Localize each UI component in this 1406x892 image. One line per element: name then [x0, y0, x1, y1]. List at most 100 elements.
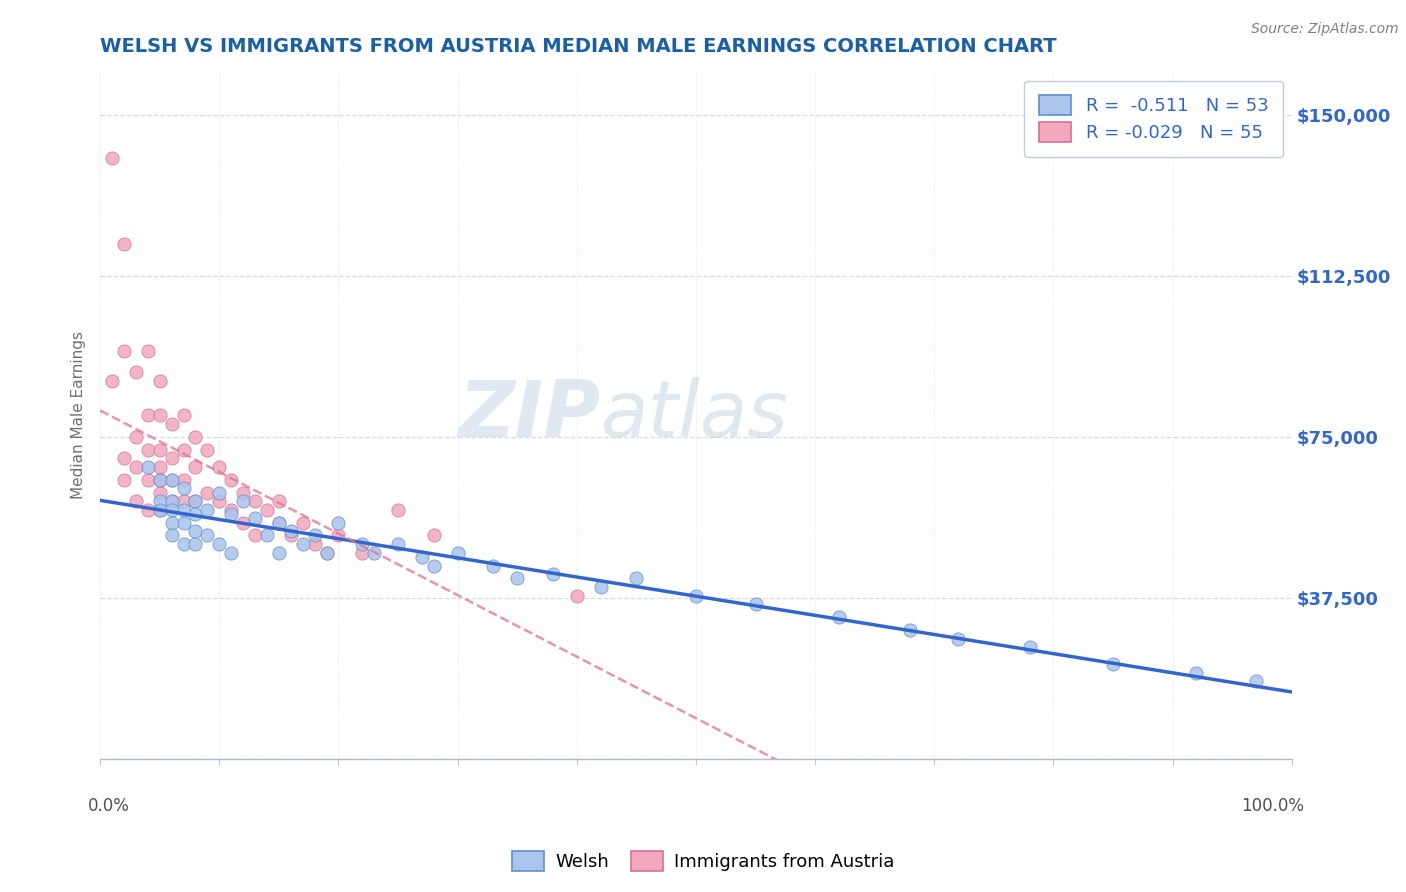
Point — [423, 558, 446, 573]
Point — [149, 442, 172, 457]
Point — [304, 537, 326, 551]
Point — [173, 409, 195, 423]
Point — [173, 502, 195, 516]
Point — [101, 151, 124, 165]
Text: Source: ZipAtlas.com: Source: ZipAtlas.com — [1251, 22, 1399, 37]
Point — [411, 549, 433, 564]
Legend: Welsh, Immigrants from Austria: Welsh, Immigrants from Austria — [505, 844, 901, 879]
Text: ZIP: ZIP — [458, 377, 600, 453]
Point — [1244, 674, 1267, 689]
Point — [900, 623, 922, 637]
Point — [208, 485, 231, 500]
Point — [208, 537, 231, 551]
Point — [352, 546, 374, 560]
Y-axis label: Median Male Earnings: Median Male Earnings — [72, 331, 86, 500]
Point — [149, 502, 172, 516]
Point — [149, 374, 172, 388]
Point — [280, 528, 302, 542]
Point — [328, 516, 350, 530]
Point — [267, 516, 290, 530]
Point — [136, 442, 159, 457]
Point — [112, 451, 135, 466]
Point — [565, 589, 588, 603]
Point — [541, 567, 564, 582]
Point — [173, 473, 195, 487]
Point — [256, 502, 278, 516]
Point — [136, 409, 159, 423]
Point — [149, 473, 172, 487]
Point — [256, 528, 278, 542]
Point — [136, 473, 159, 487]
Point — [160, 473, 183, 487]
Point — [149, 473, 172, 487]
Point — [195, 485, 218, 500]
Point — [173, 481, 195, 495]
Text: 100.0%: 100.0% — [1240, 797, 1303, 814]
Point — [160, 494, 183, 508]
Point — [160, 494, 183, 508]
Point — [423, 528, 446, 542]
Point — [232, 516, 254, 530]
Point — [184, 459, 207, 474]
Point — [744, 597, 766, 611]
Point — [219, 473, 242, 487]
Point — [184, 537, 207, 551]
Point — [160, 451, 183, 466]
Point — [232, 494, 254, 508]
Point — [160, 417, 183, 431]
Point — [243, 511, 266, 525]
Point — [304, 528, 326, 542]
Point — [173, 537, 195, 551]
Point — [446, 546, 468, 560]
Point — [589, 580, 612, 594]
Point — [160, 528, 183, 542]
Point — [1102, 657, 1125, 672]
Point — [149, 409, 172, 423]
Point — [280, 524, 302, 539]
Point — [208, 459, 231, 474]
Text: WELSH VS IMMIGRANTS FROM AUSTRIA MEDIAN MALE EARNINGS CORRELATION CHART: WELSH VS IMMIGRANTS FROM AUSTRIA MEDIAN … — [100, 37, 1057, 56]
Point — [387, 502, 409, 516]
Point — [125, 430, 148, 444]
Point — [291, 537, 314, 551]
Point — [149, 485, 172, 500]
Point — [946, 632, 969, 646]
Point — [352, 537, 374, 551]
Point — [506, 571, 529, 585]
Point — [184, 507, 207, 521]
Point — [184, 494, 207, 508]
Point — [363, 546, 385, 560]
Point — [243, 494, 266, 508]
Point — [112, 236, 135, 251]
Point — [243, 528, 266, 542]
Point — [195, 442, 218, 457]
Point — [1018, 640, 1040, 654]
Legend: R =  -0.511   N = 53, R = -0.029   N = 55: R = -0.511 N = 53, R = -0.029 N = 55 — [1024, 81, 1282, 157]
Point — [101, 374, 124, 388]
Point — [315, 546, 337, 560]
Point — [149, 459, 172, 474]
Point — [626, 571, 648, 585]
Point — [173, 494, 195, 508]
Point — [685, 589, 707, 603]
Point — [184, 524, 207, 539]
Point — [136, 459, 159, 474]
Point — [184, 430, 207, 444]
Point — [136, 502, 159, 516]
Point — [1185, 665, 1208, 680]
Point — [291, 516, 314, 530]
Point — [219, 507, 242, 521]
Point — [315, 546, 337, 560]
Point — [828, 610, 851, 624]
Point — [195, 528, 218, 542]
Point — [195, 502, 218, 516]
Point — [267, 546, 290, 560]
Point — [149, 502, 172, 516]
Point — [160, 473, 183, 487]
Point — [219, 502, 242, 516]
Point — [160, 502, 183, 516]
Text: atlas: atlas — [600, 377, 789, 453]
Point — [149, 494, 172, 508]
Point — [112, 473, 135, 487]
Point — [173, 516, 195, 530]
